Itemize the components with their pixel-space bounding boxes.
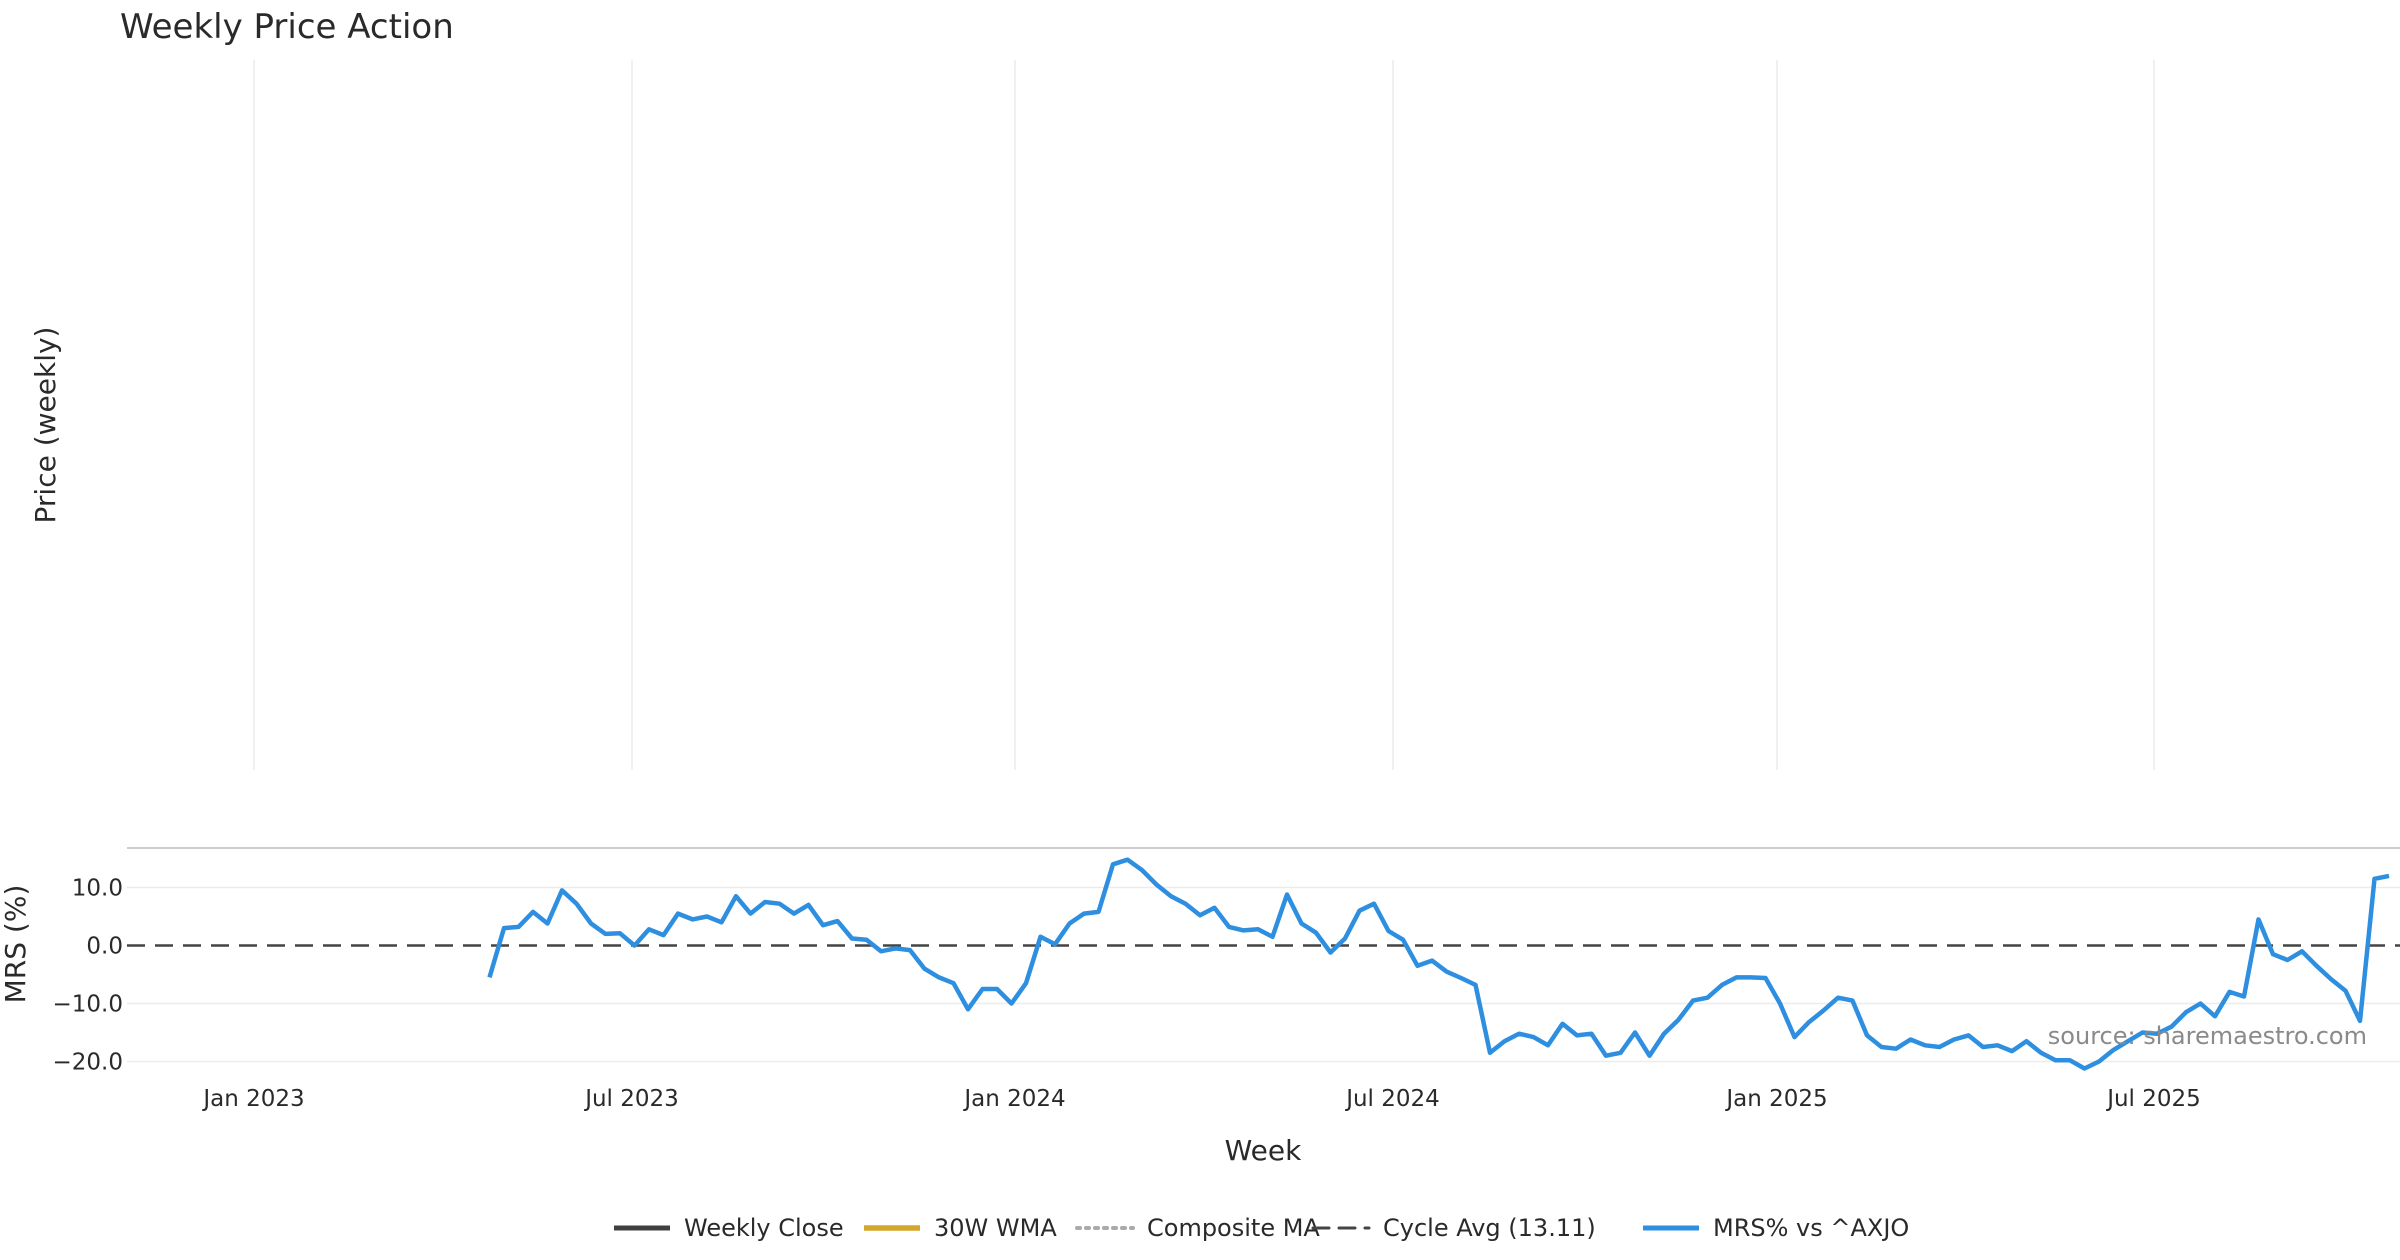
mrs-grid — [127, 886, 2400, 1063]
x-tick-label: Jul 2023 — [583, 1086, 679, 1112]
legend-label: Cycle Avg (13.11) — [1383, 1214, 1596, 1242]
series-line-mrs — [487, 857, 2390, 1071]
legend-label: Weekly Close — [684, 1214, 844, 1242]
price-grid — [253, 60, 2155, 770]
chart-title: Weekly Price Action — [120, 7, 454, 47]
x-tick-label: Jan 2023 — [201, 1086, 304, 1112]
mrs-y-tick-label: −10.0 — [53, 992, 123, 1018]
mrs-y-tick-label: 10.0 — [72, 876, 123, 902]
x-tick-labels: Jan 2023 Jul 2023 Jan 2024 Jul 2024 Jan 2025… — [201, 1086, 2200, 1112]
mrs-y-axis-title: MRS (%) — [0, 885, 32, 1004]
x-tick-label: Jan 2025 — [1724, 1086, 1827, 1112]
mrs-y-tick-labels: −20.0 −10.0 0.0 10.0 — [53, 876, 123, 1076]
source-credit: source: sharemaestro.com — [2048, 1022, 2367, 1050]
x-tick-label: Jul 2025 — [2105, 1086, 2201, 1112]
price-y-axis-title: Price (weekly) — [29, 327, 62, 524]
legend-label: MRS% vs ^AXJO — [1713, 1214, 1909, 1242]
legend-label: Composite MA — [1147, 1214, 1320, 1242]
x-tick-label: Jan 2024 — [962, 1086, 1065, 1112]
mrs-y-tick-label: 0.0 — [86, 934, 123, 960]
legend: Weekly Close 30W WMA Composite MA Cycle Avg… — [614, 1214, 1909, 1242]
x-tick-label: Jul 2024 — [1344, 1086, 1440, 1112]
mrs-y-tick-label: −20.0 — [53, 1050, 123, 1076]
legend-label: 30W WMA — [934, 1214, 1057, 1242]
x-axis-title: Week — [1225, 1134, 1302, 1167]
